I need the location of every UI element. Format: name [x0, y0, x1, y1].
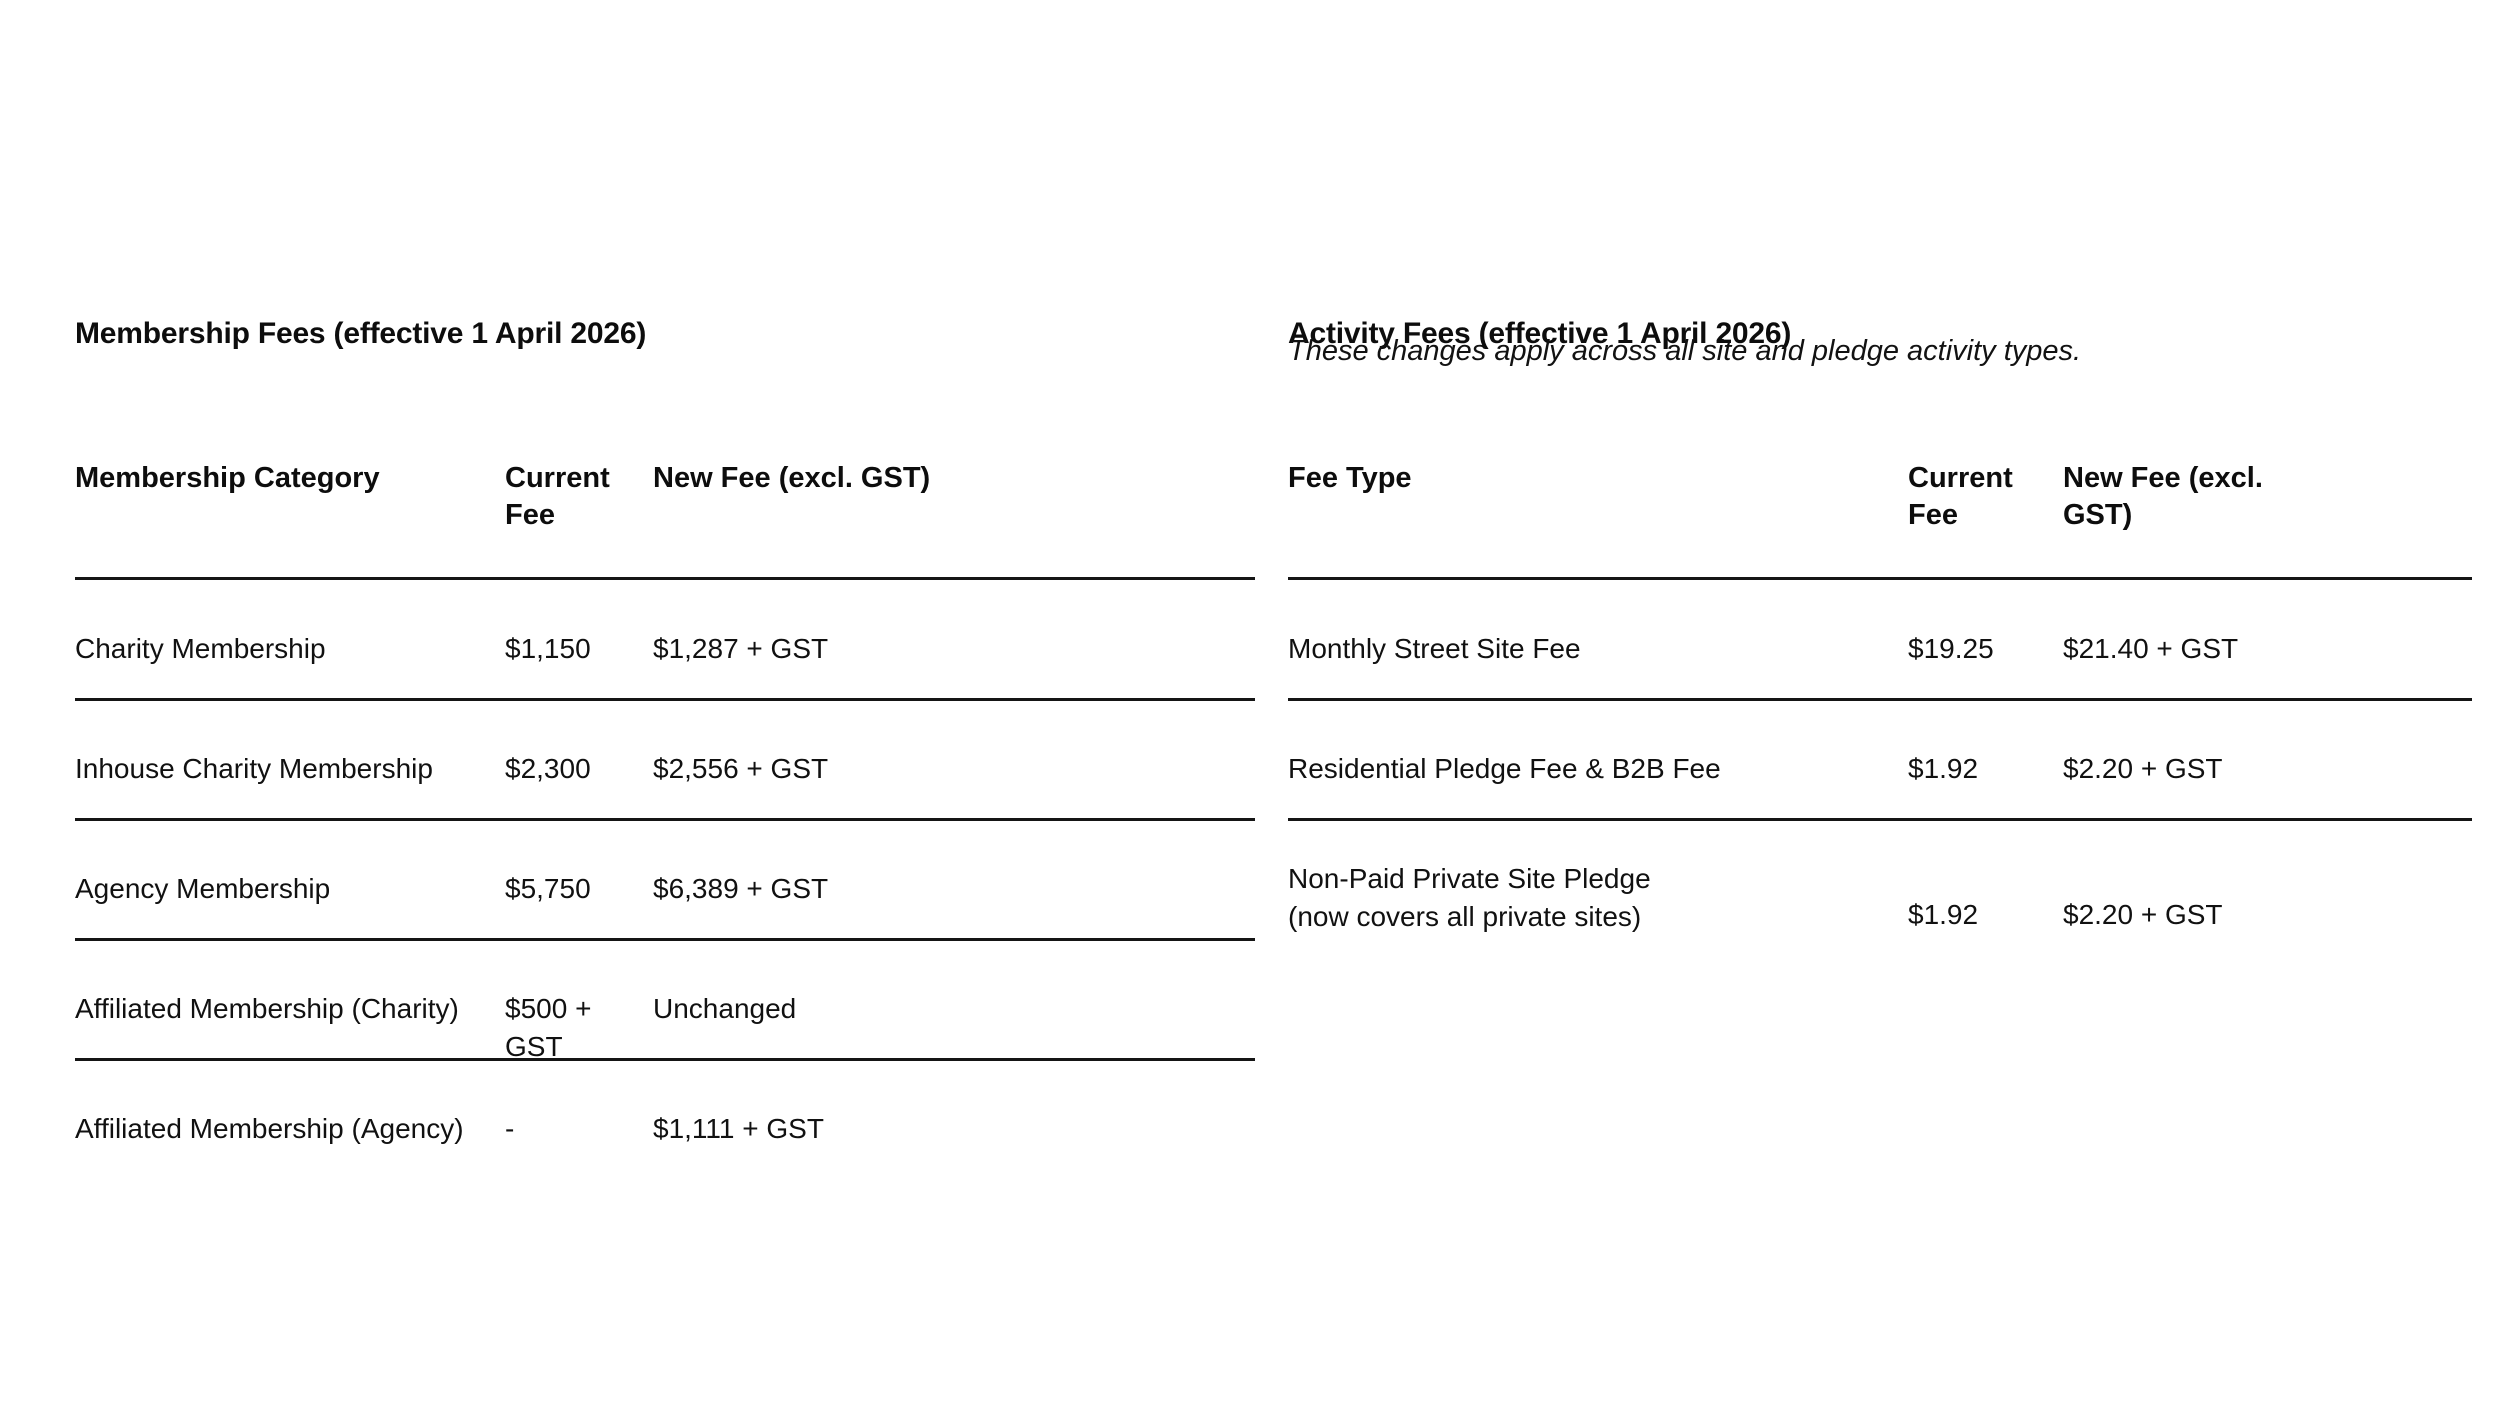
cell-new-fee: Unchanged — [653, 993, 797, 1024]
activity-fees-subtitle: These changes apply across all site and … — [1288, 335, 2082, 367]
column-header-new-fee: New Fee (excl. GST) — [653, 462, 931, 494]
cell-current-fee: $1.92 — [1908, 753, 1979, 784]
cell-new-fee: $6,389 + GST — [653, 873, 829, 904]
cell-new-fee: $1,111 + GST — [653, 1113, 824, 1144]
row-divider — [1288, 818, 2472, 821]
cell-category: Agency Membership — [75, 873, 331, 904]
column-header-current-fee: Current Fee — [505, 462, 610, 532]
row-divider — [75, 1058, 1255, 1061]
activity-fees-title: Activity Fees (effective 1 April 2026) — [1288, 316, 1792, 350]
cell-category: Charity Membership — [75, 633, 326, 664]
cell-fee-type: Residential Pledge Fee & B2B Fee — [1288, 753, 1721, 784]
column-header-current-fee: Current Fee — [1908, 462, 2013, 532]
cell-category: Affiliated Membership (Charity) — [75, 993, 459, 1024]
cell-new-fee: $2,556 + GST — [653, 753, 829, 784]
row-divider — [1288, 698, 2472, 701]
row-divider — [75, 698, 1255, 701]
cell-current-fee: $19.25 — [1908, 633, 1994, 664]
cell-new-fee: $1,287 + GST — [653, 633, 829, 664]
column-header-membership-category: Membership Category — [75, 462, 380, 494]
cell-current-fee: $1,150 — [505, 633, 591, 664]
column-header-fee-type: Fee Type — [1288, 462, 1412, 494]
membership-fees-title: Membership Fees (effective 1 April 2026) — [75, 316, 647, 350]
row-divider — [75, 938, 1255, 941]
membership-table-header-row: Membership Category Current Fee New Fee … — [75, 460, 1255, 570]
cell-category: Affiliated Membership (Agency) — [75, 1113, 464, 1144]
header-divider — [75, 577, 1255, 580]
cell-current-fee: $1.92 — [1908, 899, 1979, 930]
cell-current-fee: - — [505, 1113, 515, 1144]
cell-new-fee: $2.20 + GST — [2063, 899, 2223, 930]
activity-table-header-row: Fee Type Current Fee New Fee (excl. GST) — [1288, 460, 2472, 570]
cell-current-fee: $500 + GST — [505, 993, 592, 1062]
column-header-new-fee: New Fee (excl. GST) — [2063, 462, 2263, 532]
cell-fee-type: Non-Paid Private Site Pledge (now covers… — [1288, 863, 1651, 932]
cell-new-fee: $2.20 + GST — [2063, 753, 2223, 784]
row-divider — [75, 818, 1255, 821]
cell-new-fee: $21.40 + GST — [2063, 633, 2239, 664]
cell-fee-type: Monthly Street Site Fee — [1288, 633, 1581, 664]
cell-category: Inhouse Charity Membership — [75, 753, 433, 784]
cell-current-fee: $5,750 — [505, 873, 591, 904]
header-divider — [1288, 577, 2472, 580]
cell-current-fee: $2,300 — [505, 753, 591, 784]
